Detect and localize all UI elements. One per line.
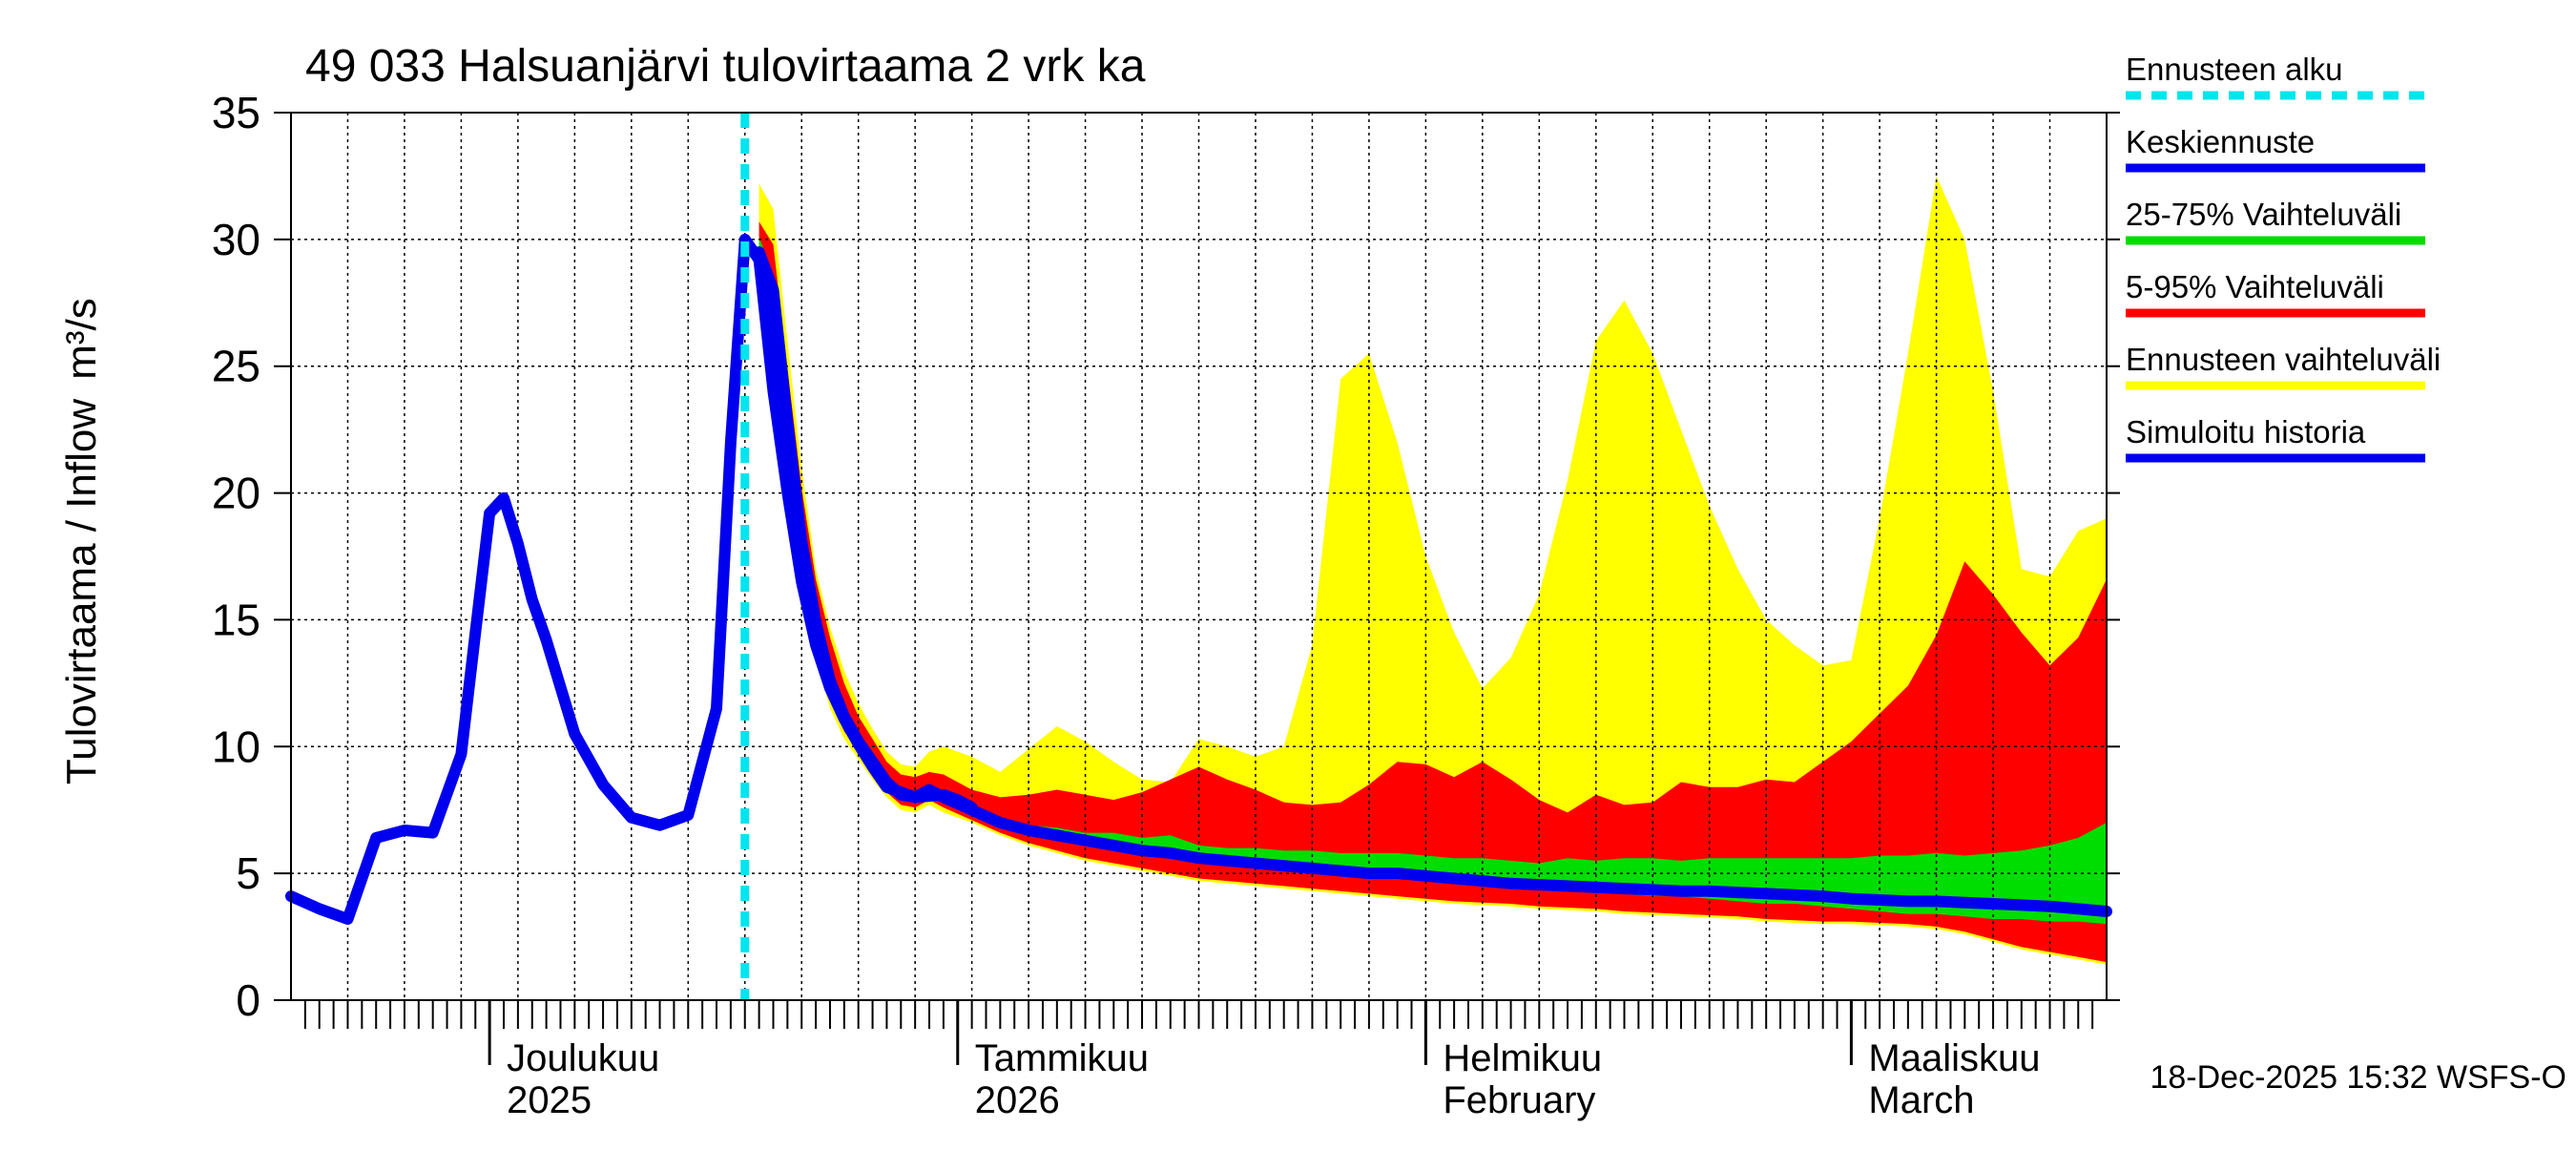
x-tick-label-month: Joulukuu bbox=[507, 1037, 659, 1079]
band-25-75 bbox=[758, 237, 2107, 925]
legend-label: Simuloitu historia bbox=[2126, 414, 2366, 450]
x-tick-label-year: March bbox=[1868, 1079, 1974, 1121]
legend-label: 25-75% Vaihteluväli bbox=[2126, 197, 2401, 232]
y-tick-label: 25 bbox=[212, 342, 260, 391]
y-tick-label: 20 bbox=[212, 469, 260, 518]
x-tick-label-year: February bbox=[1443, 1079, 1595, 1121]
y-tick-label: 0 bbox=[236, 975, 260, 1025]
x-tick-label-year: 2025 bbox=[507, 1079, 592, 1121]
y-tick-label: 10 bbox=[212, 721, 260, 771]
x-tick-label-year: 2026 bbox=[975, 1079, 1060, 1121]
chart-title: 49 033 Halsuanjärvi tulovirtaama 2 vrk k… bbox=[305, 41, 1146, 92]
y-tick-label: 15 bbox=[212, 595, 260, 644]
y-tick-label: 35 bbox=[212, 88, 260, 137]
y-tick-label: 5 bbox=[236, 848, 260, 898]
x-tick-label-month: Tammikuu bbox=[975, 1037, 1149, 1079]
x-tick-label-month: Helmikuu bbox=[1443, 1037, 1602, 1079]
legend-label: Ennusteen alku bbox=[2126, 52, 2343, 87]
x-tick-label-month: Maaliskuu bbox=[1868, 1037, 2040, 1079]
legend-label: Ennusteen vaihteluväli bbox=[2126, 342, 2441, 377]
band-forecast-range bbox=[758, 176, 2107, 965]
y-axis-unit: m³/s bbox=[58, 298, 105, 380]
y-tick-label: 30 bbox=[212, 215, 260, 264]
footer-timestamp: 18-Dec-2025 15:32 WSFS-O bbox=[2150, 1059, 2566, 1096]
legend-label: Keskiennuste bbox=[2126, 124, 2315, 159]
median-forecast-line bbox=[753, 246, 2112, 917]
legend-label: 5-95% Vaihteluväli bbox=[2126, 269, 2384, 304]
y-axis-label: Tulovirtaama / Inflow bbox=[58, 399, 105, 785]
